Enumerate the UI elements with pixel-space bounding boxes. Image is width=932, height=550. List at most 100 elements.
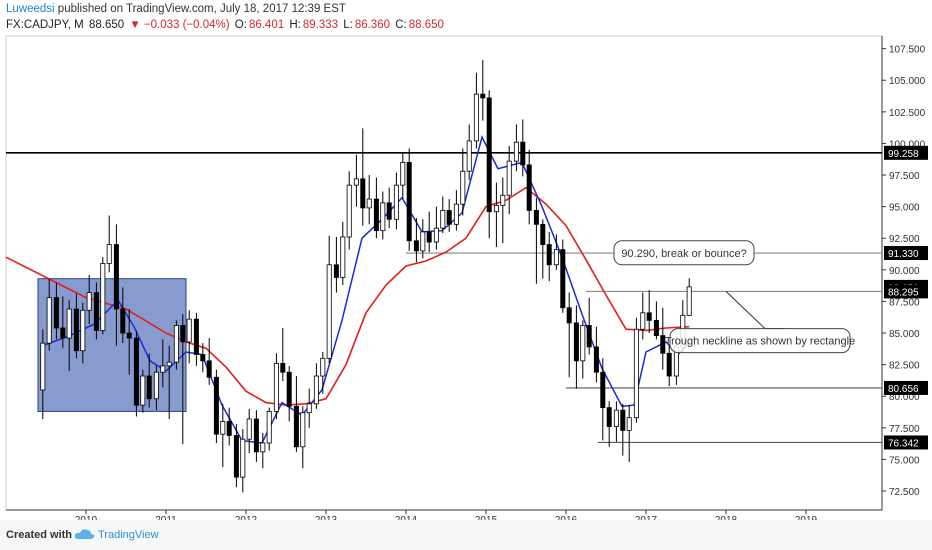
- candle-up: [173, 325, 179, 363]
- price-tick-label: 80.000: [889, 392, 920, 403]
- candle-down: [93, 292, 99, 331]
- candle-up: [260, 442, 266, 453]
- candle-down: [233, 435, 239, 478]
- time-tick-label: 2014: [395, 515, 418, 520]
- close-label: C:: [395, 19, 407, 31]
- close-value: 88.650: [408, 19, 444, 31]
- price-label-bg: [884, 380, 928, 395]
- open-label: O:: [234, 19, 247, 31]
- candle-up: [300, 412, 306, 448]
- annotations[interactable]: 90.290, break or bounce? Trough neckline …: [613, 240, 855, 354]
- candle-down: [120, 308, 126, 334]
- candle-down: [600, 371, 606, 409]
- ema-slow-line: [5, 186, 690, 406]
- price-label-text: 88.295: [888, 287, 919, 298]
- candle-up: [240, 438, 246, 478]
- candle-up: [86, 292, 92, 311]
- published-text: published on TradingView.com, July 18, 2…: [57, 3, 346, 15]
- candle-up: [633, 328, 639, 419]
- last-price: 88.650: [88, 19, 125, 31]
- author-link[interactable]: Luweedsi: [6, 3, 55, 15]
- symbol-label[interactable]: FX:CADJPY, M: [6, 19, 84, 31]
- candle-up: [473, 93, 479, 142]
- candle-down: [413, 240, 419, 252]
- time-tick-label: 2019: [795, 515, 818, 520]
- candle-down: [520, 141, 526, 166]
- candle-up: [153, 371, 159, 400]
- annotation-callout[interactable]: 90.290, break or bounce?: [613, 240, 755, 266]
- price-label-badge: 99.258: [884, 145, 928, 160]
- candle-down: [180, 325, 186, 343]
- candle-up: [220, 421, 226, 435]
- high-value: 89.333: [302, 19, 339, 31]
- candle-up: [66, 308, 72, 339]
- candle-up: [340, 236, 346, 278]
- candle-down: [133, 337, 139, 406]
- tradingview-brand[interactable]: TradingView: [98, 529, 159, 541]
- candle-up: [460, 170, 466, 205]
- candle-up: [313, 375, 319, 405]
- candle-down: [586, 325, 592, 348]
- candle-up: [613, 409, 619, 427]
- candle-up: [420, 231, 426, 252]
- candle-up: [46, 297, 52, 344]
- candle-up: [80, 309, 86, 352]
- time-tick-label: 2013: [315, 515, 338, 520]
- price-tick-label: 92.500: [889, 234, 920, 245]
- candle-up: [553, 249, 559, 266]
- candle-down: [113, 244, 119, 310]
- candle-up: [140, 375, 146, 406]
- price-tick-label: 87.500: [889, 297, 920, 308]
- price-label-bg: [884, 246, 928, 261]
- candle-up: [580, 325, 586, 362]
- price-label-badge: 80.656: [884, 380, 928, 395]
- candle-down: [666, 352, 672, 377]
- candle-down: [560, 249, 566, 309]
- price-tick-label: 102.500: [889, 108, 926, 119]
- time-axis[interactable]: 2010 2011 2012 2013 2014 2015 2016 2017 2018 2019: [75, 510, 818, 520]
- callout-box: [613, 240, 755, 266]
- candle-up: [440, 210, 446, 229]
- time-tick-label: 2012: [235, 515, 258, 520]
- trough-rectangle[interactable]: [37, 278, 187, 412]
- candle-down: [526, 164, 532, 211]
- price-label-text: 91.330: [888, 249, 919, 260]
- candle-down: [200, 354, 206, 362]
- candle-up: [433, 227, 439, 243]
- tradingview-cloud-icon[interactable]: [74, 527, 96, 541]
- price-axis[interactable]: 107.500 105.000 102.500 100.000 97.500 95.000…: [882, 45, 926, 498]
- candles: [40, 60, 692, 493]
- price-chart[interactable]: 90.290, break or bounce? Trough neckline …: [0, 0, 932, 520]
- horizontal-lines[interactable]: [6, 152, 882, 444]
- callout-text: 90.290, break or bounce?: [621, 248, 746, 260]
- price-tick-label: 107.500: [889, 45, 926, 56]
- candle-up: [366, 198, 372, 209]
- candle-down: [486, 97, 492, 213]
- candle-up: [453, 203, 459, 225]
- open-value: 86.401: [248, 19, 285, 31]
- candle-up: [166, 361, 172, 367]
- candle-down: [566, 307, 572, 324]
- footer: Created with TradingView: [0, 520, 932, 550]
- candle-down: [360, 178, 366, 209]
- candle-down: [653, 319, 659, 336]
- time-tick-label: 2016: [555, 515, 578, 520]
- price-tick-label: 97.500: [889, 171, 920, 182]
- candle-down: [533, 210, 539, 225]
- candle-down: [73, 308, 79, 352]
- annotation-callout[interactable]: Trough neckline as shown by rectangle: [665, 290, 855, 354]
- candle-up: [106, 244, 112, 264]
- candle-up: [266, 411, 272, 444]
- candle-down: [593, 346, 599, 373]
- candle-up: [493, 204, 499, 213]
- candle-up: [640, 312, 646, 330]
- candle-down: [546, 244, 552, 266]
- candle-down: [293, 405, 299, 448]
- candle-down: [606, 407, 612, 427]
- price-tick-label: 95.000: [889, 203, 920, 214]
- price-label-badge: 88.295: [884, 284, 928, 299]
- candle-up: [326, 264, 332, 359]
- time-tick-label: 2017: [635, 515, 658, 520]
- price-label-text: 80.656: [888, 384, 919, 395]
